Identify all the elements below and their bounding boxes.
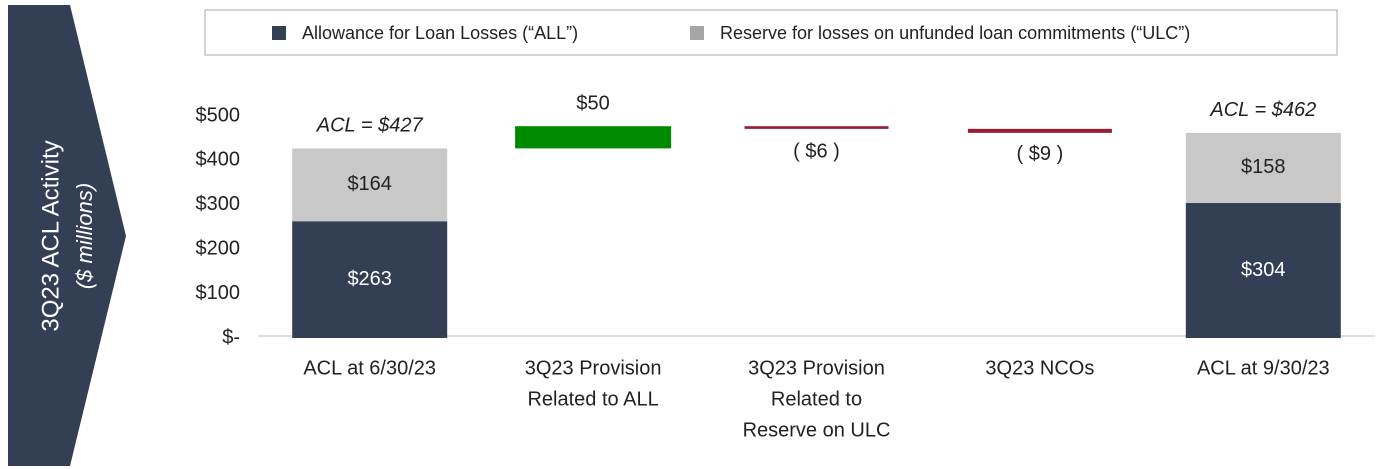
x-tick-label: Related to ALL (527, 388, 658, 410)
bar-segment (292, 148, 448, 222)
legend-swatch (690, 26, 704, 40)
bar-segment (1185, 203, 1341, 338)
y-axis-label: 3Q23 ACL Activity (37, 140, 64, 331)
x-tick-label: ACL at 6/30/23 (303, 357, 436, 379)
x-tick-label: 3Q23 NCOs (985, 357, 1094, 379)
y-tick-label: $200 (196, 237, 241, 259)
value-label: $50 (576, 92, 609, 114)
y-tick-label: $400 (196, 149, 241, 171)
y-tick-label: $300 (196, 193, 241, 215)
legend-swatch (272, 26, 286, 40)
value-label: $263 (347, 268, 392, 290)
bar-segment (292, 221, 448, 338)
x-tick-label: 3Q23 Provision (525, 357, 662, 379)
y-tick-label: $100 (196, 282, 241, 304)
y-tick-label: $500 (196, 104, 241, 126)
legend-label: Reserve for losses on unfunded loan comm… (720, 23, 1190, 43)
change-bar (967, 128, 1112, 133)
total-label: ACL = $462 (1209, 99, 1316, 121)
value-label: ( $9 ) (1017, 143, 1064, 165)
side-banner (8, 5, 126, 466)
bar-segment (1185, 132, 1341, 204)
change-bar (515, 126, 672, 149)
x-tick-label: Reserve on ULC (743, 419, 891, 441)
x-tick-label: 3Q23 Provision (748, 357, 885, 379)
value-label: ( $6 ) (793, 140, 840, 162)
total-label: ACL = $427 (316, 115, 424, 137)
y-tick-label: $- (222, 326, 240, 348)
x-tick-label: Related to (771, 388, 862, 410)
value-label: $164 (347, 173, 392, 195)
change-bar (744, 126, 889, 129)
legend-label: Allowance for Loan Losses (“ALL”) (302, 23, 578, 43)
legend-box (204, 9, 1338, 56)
value-label: $158 (1241, 156, 1286, 178)
value-label: $304 (1241, 259, 1286, 281)
y-axis-unit: ($ millions) (72, 183, 97, 289)
x-tick-label: ACL at 9/30/23 (1197, 357, 1330, 379)
